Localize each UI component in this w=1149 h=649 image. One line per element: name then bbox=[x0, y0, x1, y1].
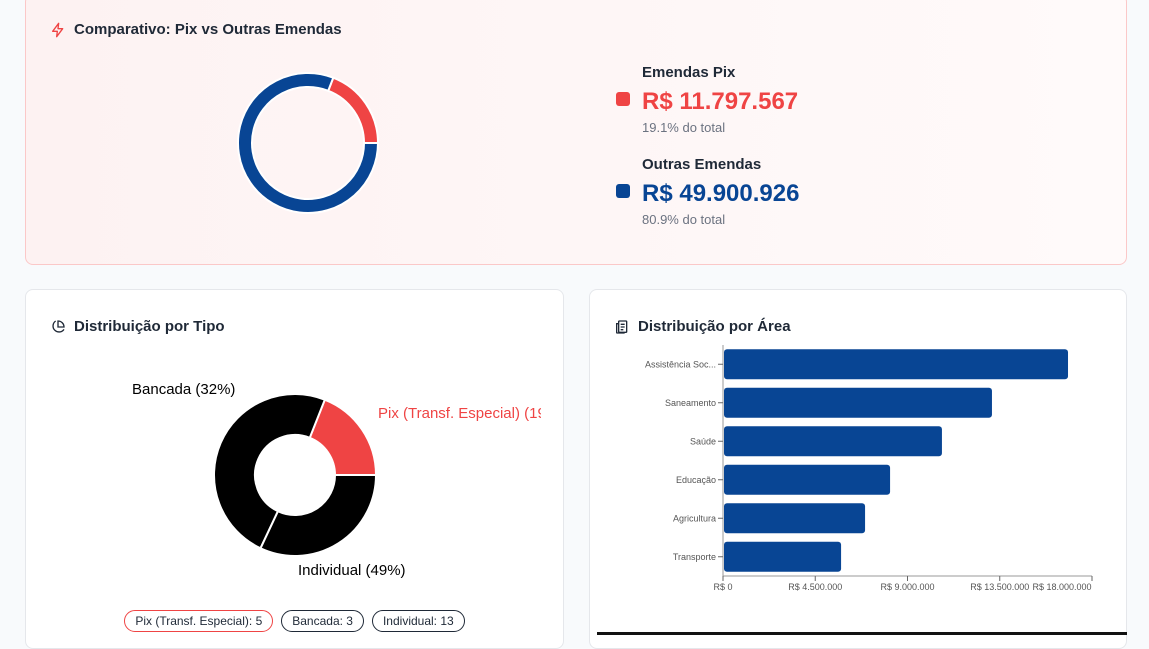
chip-bancada: Bancada: 3 bbox=[281, 610, 364, 632]
label-bancada: Bancada (32%) bbox=[132, 381, 235, 398]
bottom-scroll-edge bbox=[597, 632, 1127, 635]
y-tick-label: Educação bbox=[676, 475, 716, 485]
x-tick-label: R$ 9.000.000 bbox=[880, 582, 934, 592]
bar[interactable] bbox=[724, 541, 842, 572]
slice-bancada[interactable] bbox=[259, 474, 378, 557]
y-tick-label: Saúde bbox=[690, 436, 716, 446]
bar[interactable] bbox=[724, 349, 1069, 380]
label-individual: Individual (49%) bbox=[298, 562, 406, 579]
area-distribution-title: Distribuição por Área bbox=[614, 318, 791, 335]
chip-pix: Pix (Transf. Especial): 5 bbox=[124, 610, 274, 632]
area-bar-chart: Assistência Soc... Saneamento Saúde Educaçã… bbox=[645, 345, 1093, 592]
legend-outras-label: Outras Emendas bbox=[642, 156, 762, 173]
type-donut-chart: Pix (Transf. Especial) (19%) Individual (… bbox=[132, 381, 541, 579]
x-tick-label: R$ 18.000.000 bbox=[1032, 582, 1091, 592]
bar[interactable] bbox=[724, 387, 992, 418]
slice-individual[interactable] bbox=[213, 393, 327, 550]
pix-vs-outras-donut bbox=[237, 72, 380, 214]
bar[interactable] bbox=[724, 464, 891, 495]
y-tick-label: Assistência Soc... bbox=[645, 359, 716, 369]
lightning-icon bbox=[52, 22, 64, 37]
comparison-title: Comparativo: Pix vs Outras Emendas bbox=[50, 21, 342, 38]
document-icon bbox=[616, 319, 628, 334]
area-distribution-card: Distribuição por Área Assistência Soc...… bbox=[589, 289, 1127, 649]
bar[interactable] bbox=[724, 503, 866, 534]
type-count-chips: Pix (Transf. Especial): 5 Bancada: 3 Ind… bbox=[26, 610, 563, 632]
x-tick-label: R$ 13.500.000 bbox=[970, 582, 1029, 592]
legend-pix-label: Emendas Pix bbox=[642, 64, 736, 81]
legend-pix-pct: 19.1% do total bbox=[642, 120, 726, 135]
y-tick-label: Saneamento bbox=[665, 398, 716, 408]
bar[interactable] bbox=[724, 426, 942, 457]
slice-emendas-pix[interactable] bbox=[326, 76, 380, 144]
comparison-card: Comparativo: Pix vs Outras Emendas Emend… bbox=[25, 0, 1127, 265]
slice-outras-emendas[interactable] bbox=[237, 72, 380, 214]
legend-outras-pct: 80.9% do total bbox=[642, 212, 726, 227]
type-distribution-title: Distribuição por Tipo bbox=[50, 318, 225, 335]
legend-pix-swatch bbox=[616, 92, 630, 106]
x-tick-label: R$ 4.500.000 bbox=[788, 582, 842, 592]
legend-outras-swatch bbox=[616, 184, 630, 198]
legend-pix-value: R$ 11.797.567 bbox=[642, 88, 799, 115]
pie-chart-icon bbox=[52, 319, 65, 333]
x-tick-label: R$ 0 bbox=[713, 582, 732, 592]
y-tick-label: Agricultura bbox=[673, 513, 716, 523]
chip-individual: Individual: 13 bbox=[371, 610, 465, 632]
legend-outras-value: R$ 49.900.926 bbox=[642, 180, 800, 207]
y-tick-label: Transporte bbox=[673, 552, 716, 562]
label-pix: Pix (Transf. Especial) (19%) bbox=[378, 405, 541, 422]
type-distribution-card: Distribuição por Tipo Pix (Transf. Espec… bbox=[25, 289, 564, 649]
